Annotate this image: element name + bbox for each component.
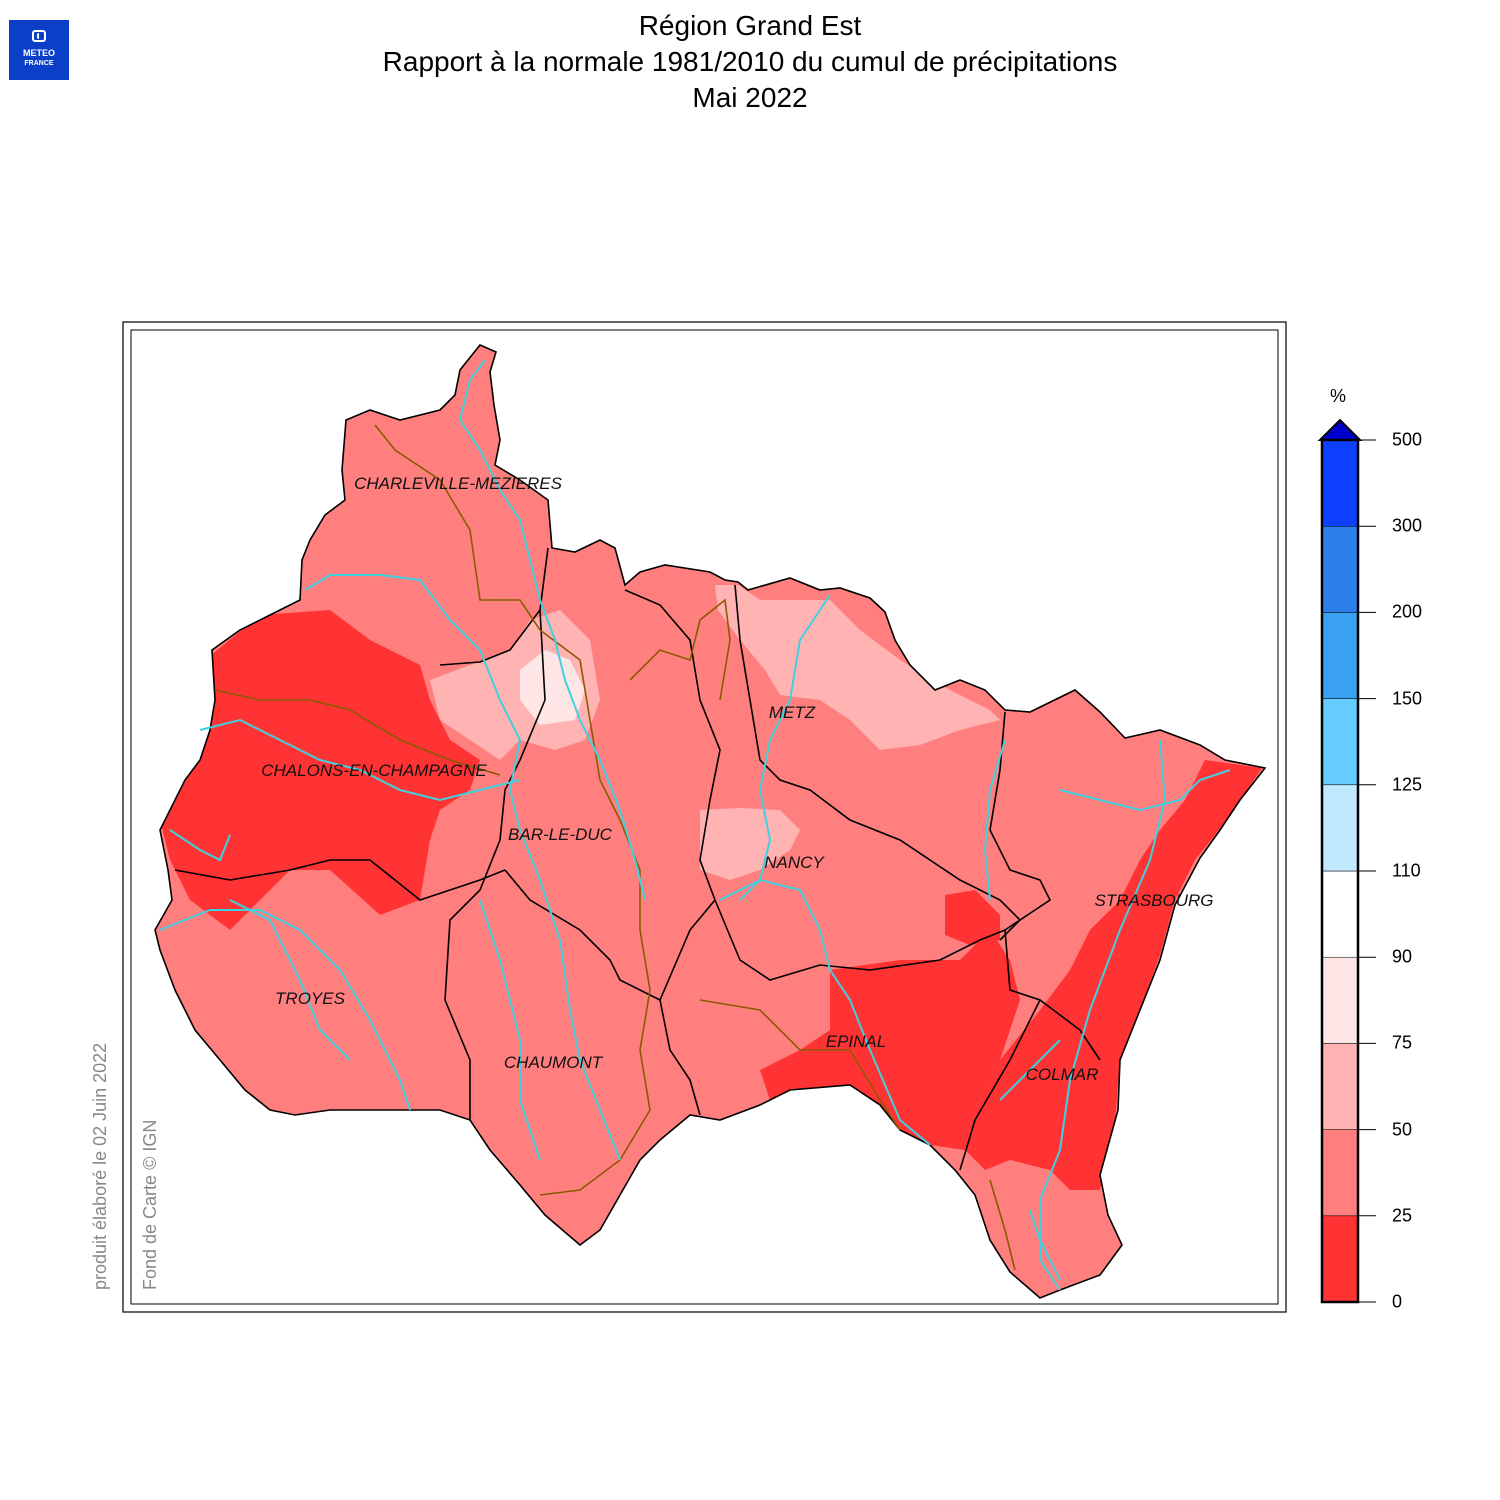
border-basrhin-hautrhin [989,711,1101,1061]
precipitation-zones [160,585,1262,1190]
legend-unit: % [1330,386,1347,406]
map-frame-outer [122,321,1287,1313]
legend-tick-label: 150 [1392,688,1423,709]
legend-class-125-150 [1321,698,1359,786]
rivers [159,359,1231,1291]
city-label-chalons-en-champagne: CHALONS-EN-CHAMPAGNE [261,761,487,780]
zone-north-near-normal [520,650,585,725]
city-label-strasbourg: STRASBOURG [1094,891,1214,910]
zone-vosges-dry [760,930,1020,1150]
map-subtitle: Rapport à la normale 1981/2010 du cumul … [382,46,1118,77]
basin-border-meuse-west [374,424,651,1196]
city-label-metz: METZ [768,703,816,722]
zone-west-dry [160,610,480,930]
legend-tick-label: 25 [1392,1205,1413,1226]
legend-class-150-200 [1321,612,1359,699]
river-sarre [983,739,1006,901]
zone-alsace-dry [965,760,1262,1190]
border-meuse-meurthe [624,589,721,1116]
river-meuse [458,359,646,901]
legend-color-bar [1317,418,1376,1304]
map-frame-inner [130,329,1279,1305]
border-moselle-meurthe [734,584,1022,941]
zone-vosges-north-dry [945,890,1000,945]
legend-tick-label: 90 [1392,946,1413,967]
border-marne-meuse-hautemarne [444,609,546,1120]
basin-border-moselle [629,598,731,701]
logo-text-line1: METEO [22,48,55,58]
river-marne-west [169,829,231,862]
legend-tick-label: 125 [1392,774,1423,795]
department-borders [154,344,1266,1299]
legend-tick-label: 200 [1392,601,1423,622]
border-meurthe-vosges [714,899,1006,981]
production-date: produit élaboré le 02 Juin 2022 [90,1042,110,1290]
map-title: Région Grand Est [638,10,862,41]
river-aisne-ornain [304,574,621,1161]
basin-border-vosges [699,999,901,1131]
river-moselle [739,594,831,901]
zone-metz-moderate [715,585,1000,750]
river-rhine [1039,739,1167,1291]
city-label-bar-le-duc: BAR-LE-DUC [508,825,612,844]
city-label-charleville-mezieres: CHARLEVILLE-MEZIERES [354,474,562,493]
city-label-chaumont: CHAUMONT [503,1053,603,1072]
logo-text-line2: FRANCE [24,60,54,67]
legend-class-75-90 [1321,956,1359,1044]
border-meuse-hautemarne [504,869,661,1001]
meteo-france-logo-icon [32,30,46,42]
border-ardennes-marne [439,547,549,666]
basin-border-south [989,1179,1016,1271]
basin-borders [214,424,1016,1271]
city-label-epinal: EPINAL [825,1032,887,1051]
river-moder [1059,769,1231,812]
legend-tick-label: 500 [1392,429,1423,450]
border-vosges-hautrhin [959,999,1041,1171]
river-aube [229,899,351,1061]
legend-overflow-arrow [1317,418,1363,441]
river-ill [999,1039,1061,1101]
legend-tick-label: 300 [1392,515,1423,536]
basin-border-marne [214,689,501,776]
river-marne-south [479,899,541,1161]
city-label-troyes: TROYES [275,989,345,1008]
legend-tick-label: 75 [1392,1032,1413,1053]
basemap-credit: Fond de Carte © IGN [140,1119,160,1290]
map-period: Mai 2022 [692,82,808,113]
legend-class-50-75 [1321,1043,1359,1130]
river-meurthe [719,878,931,1146]
legend-tick-label: 50 [1392,1119,1413,1140]
legend-class-0-25 [1321,1215,1359,1303]
border-marne-aube [174,859,506,901]
river-seine [159,909,411,1111]
legend-tick-label: 0 [1392,1291,1403,1312]
city-label-colmar: COLMAR [1025,1065,1099,1084]
legend-class-200-300 [1321,525,1359,613]
legend-class-110-125 [1321,784,1359,872]
legend-class-25-50 [1321,1129,1359,1217]
legend-class-90-110 [1321,870,1359,958]
legend-tick-label: 110 [1392,860,1421,881]
meteo-france-logo: METEO FRANCE [9,20,69,80]
river-marne-north [199,718,521,802]
legend-class-300-500 [1321,439,1359,527]
zone-nancy-moderate [700,808,800,880]
river-south [1029,1209,1061,1281]
city-label-nancy: NANCY [764,853,824,872]
